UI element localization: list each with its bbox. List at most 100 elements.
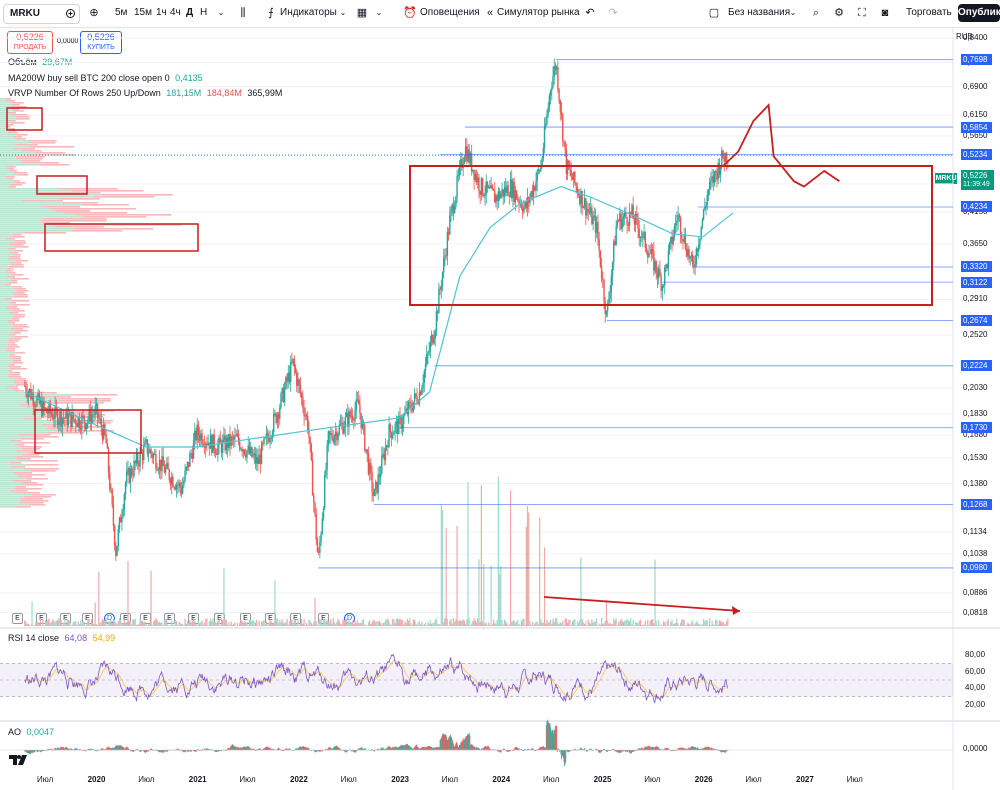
candle-body — [101, 428, 104, 440]
redo-icon[interactable]: ↷ — [608, 7, 618, 19]
vrvp-legend[interactable]: VRVP Number Of Rows 250 Up/Down 181,15М … — [8, 88, 282, 98]
settings-icon[interactable]: ⚙ — [834, 7, 844, 19]
rsi-legend[interactable]: RSI 14 close 64,08 54,99 — [8, 633, 115, 643]
profile-down-bar — [13, 234, 22, 236]
ao-bar — [261, 750, 263, 751]
chevron-down-icon[interactable]: ⌄ — [789, 8, 797, 17]
indicators-icon[interactable]: ⨍ — [268, 7, 274, 19]
ao-legend[interactable]: AO 0,0047 — [8, 727, 54, 737]
volume-bar — [455, 619, 457, 626]
templates-icon[interactable]: ▦ — [356, 7, 368, 19]
volume-bar — [286, 618, 288, 626]
volume-bar — [302, 623, 304, 626]
symbol-search[interactable]: MRKU — [3, 4, 80, 24]
ao-bar — [381, 748, 383, 751]
annotations[interactable] — [6, 103, 933, 615]
chevron-down-icon[interactable]: ⌄ — [217, 8, 225, 17]
candle-body — [645, 247, 648, 253]
ao-bar — [420, 748, 422, 751]
chart-canvas[interactable] — [0, 27, 1000, 790]
ao-bar — [689, 747, 691, 751]
alerts-button[interactable]: Оповещения — [420, 7, 480, 18]
tf-5m[interactable]: 5м — [115, 7, 128, 18]
profile-up-bar — [0, 260, 16, 262]
quick-search-icon[interactable]: ⌕ — [812, 7, 820, 19]
buy-button[interactable]: 0,5226 КУПИТЬ — [80, 31, 122, 54]
earnings-marker[interactable]: E — [60, 613, 71, 624]
volume-bar — [715, 619, 717, 626]
undo-icon[interactable]: ↶ — [585, 7, 595, 19]
earnings-marker[interactable]: E — [164, 613, 175, 624]
volume-bar — [217, 620, 219, 626]
volume-bar — [349, 623, 351, 626]
volume-bar — [71, 624, 73, 626]
earnings-marker[interactable]: E — [36, 613, 47, 624]
candle-body — [520, 202, 523, 209]
replay-button[interactable]: Симулятор рынка — [497, 7, 580, 18]
candle-body — [311, 459, 314, 496]
ao-bar — [217, 750, 219, 752]
candle-body — [665, 264, 667, 268]
ao-bar — [111, 748, 113, 751]
profile-up-bar — [0, 296, 14, 298]
profile-up-bar — [0, 320, 8, 322]
profile-up-bar — [0, 280, 12, 282]
volume-bar — [713, 624, 716, 626]
candle-body — [24, 385, 26, 387]
chevron-down-icon[interactable]: ⌄ — [339, 8, 347, 17]
ao-bar — [622, 750, 624, 752]
ao-bar — [34, 750, 36, 751]
candle-body — [359, 404, 361, 413]
candle-body — [194, 430, 196, 441]
ao-bar — [608, 750, 610, 751]
ao-bar — [396, 747, 398, 751]
horizontal-levels[interactable] — [0, 59, 953, 569]
tf-4h[interactable]: 4ч — [170, 7, 181, 18]
candles-icon[interactable]: ⫼ — [240, 7, 246, 19]
volume-bar — [242, 622, 244, 626]
ao-bar — [613, 748, 615, 751]
candle-body — [308, 429, 310, 437]
tf-week[interactable]: Н — [200, 7, 208, 18]
time-tick: Июл — [745, 775, 762, 784]
camera-icon[interactable]: ◙ — [881, 7, 889, 19]
ao-bar — [122, 746, 124, 751]
volume-legend[interactable]: Объём 29,67М — [8, 57, 72, 67]
sell-button[interactable]: 0,5226 ПРОДАТЬ — [7, 31, 53, 54]
tf-15m[interactable]: 15м — [134, 7, 152, 18]
tf-day[interactable]: Д — [186, 7, 194, 18]
ao-bar — [364, 747, 366, 751]
alarm-icon[interactable]: ⏰ — [403, 7, 417, 19]
volume-bar — [172, 624, 174, 626]
indicators-button[interactable]: Индикаторы — [280, 7, 337, 18]
currency-label[interactable]: RUB — [956, 32, 973, 41]
volume-bar — [424, 622, 427, 626]
ao-bar — [427, 746, 429, 751]
profile-box — [36, 175, 88, 195]
ma-legend[interactable]: MA200W buy sell BTC 200 close open 0 0,4… — [8, 73, 203, 83]
volume-bar — [127, 561, 129, 626]
ao-bar — [132, 750, 134, 752]
volume-bar — [541, 622, 543, 626]
replay-icon[interactable]: « — [486, 7, 494, 19]
volume-bar — [133, 618, 135, 626]
earnings-marker[interactable]: E — [12, 613, 23, 624]
profile-up-bar — [0, 142, 33, 144]
candle-body — [474, 173, 477, 181]
trade-button[interactable]: Торговать — [906, 7, 952, 18]
tradingview-logo-icon[interactable] — [9, 753, 27, 767]
layout-icon[interactable]: ▢ — [708, 7, 720, 19]
candle-body — [324, 474, 326, 509]
ao-bar — [653, 747, 655, 751]
volume-bar — [224, 619, 226, 626]
fullscreen-icon[interactable]: ⛶ — [858, 7, 866, 19]
chevron-down-icon[interactable]: ⌄ — [375, 8, 383, 17]
tf-1h[interactable]: 1ч — [156, 7, 167, 18]
layout-name[interactable]: Без названия — [728, 7, 791, 18]
volume-bar — [140, 621, 142, 626]
ao-bar — [401, 745, 403, 751]
volume-bar — [213, 622, 215, 626]
compare-icon[interactable]: ⊕ — [89, 7, 99, 19]
profile-down-bar — [16, 290, 29, 292]
publish-button[interactable]: Опублик — [958, 4, 1000, 22]
